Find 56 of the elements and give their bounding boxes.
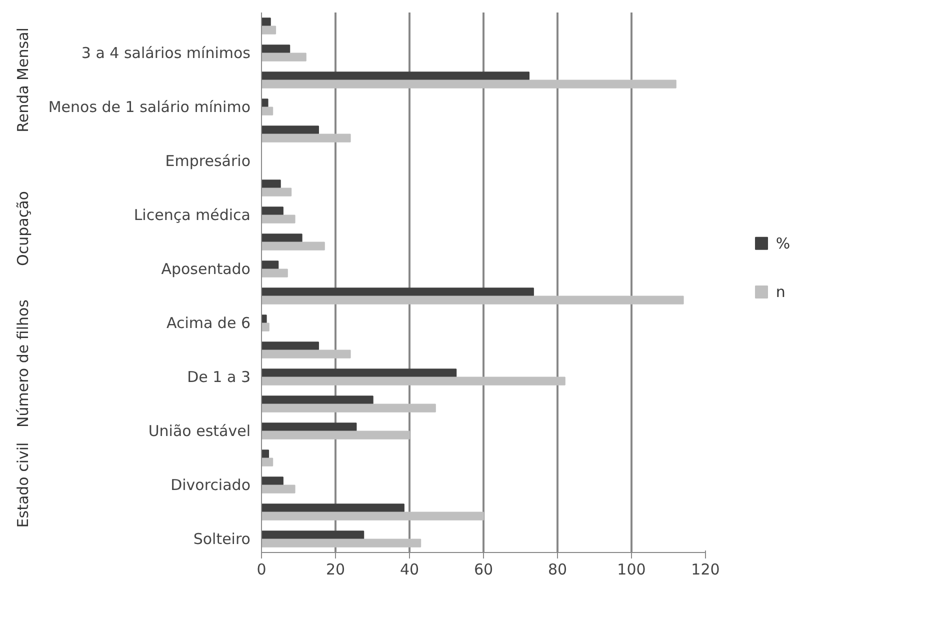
x-tick-label: 40	[400, 560, 420, 578]
x-tick-label: 20	[326, 560, 346, 578]
y-tick-label: Empresário	[165, 152, 251, 170]
bar	[262, 376, 566, 386]
bar	[262, 52, 306, 62]
bar	[262, 404, 436, 412]
bar	[262, 206, 284, 216]
bar	[262, 504, 404, 512]
bar	[262, 350, 351, 358]
bar	[262, 396, 374, 404]
bar	[262, 242, 325, 250]
y-tick-label: Acima de 6	[166, 314, 250, 332]
bar	[262, 214, 296, 224]
text: Renda Mensal	[14, 28, 32, 132]
bar	[262, 342, 319, 350]
bar	[262, 106, 274, 116]
y-tick-label: Divorciado	[170, 476, 251, 494]
text: Ocupação	[14, 191, 32, 266]
x-tick-label: 80	[548, 560, 568, 578]
bar	[262, 484, 296, 494]
legend-label: n	[776, 282, 786, 301]
y-tick-label: Licença médica	[134, 206, 251, 224]
x-tick-label: 0	[256, 560, 266, 578]
bar	[262, 72, 530, 80]
text: Número de filhos	[14, 299, 32, 428]
bar	[262, 458, 274, 466]
y-tick-label: União estável	[148, 422, 251, 440]
bar	[262, 512, 484, 520]
y-tick-label: Solteiro	[193, 530, 251, 548]
y-tick-label: Aposentado	[161, 260, 251, 278]
bar	[262, 126, 319, 134]
bar	[262, 134, 351, 142]
bar	[262, 26, 276, 34]
bar	[262, 530, 364, 540]
bar	[262, 180, 281, 188]
bar	[262, 368, 457, 378]
bar	[262, 188, 292, 196]
bar	[262, 288, 534, 296]
bar	[262, 430, 410, 440]
legend-label: %	[776, 234, 790, 252]
x-tick-label: 60	[474, 560, 494, 578]
bar	[262, 322, 270, 332]
text: Estado civil	[14, 442, 32, 528]
bar	[262, 80, 676, 88]
bar	[262, 234, 302, 242]
x-tick-label: 120	[691, 560, 720, 578]
bar	[262, 268, 288, 278]
bar	[262, 296, 684, 304]
bar	[262, 44, 290, 54]
y-tick-label: Menos de 1 salário mínimo	[48, 98, 250, 116]
y-tick-label: De 1 a 3	[187, 368, 251, 386]
y-tick-label: 3 a 4 salários mínimos	[81, 44, 251, 62]
bar	[262, 422, 357, 432]
bar	[262, 538, 422, 548]
bar	[262, 476, 284, 486]
x-tick-label: 100	[617, 560, 646, 578]
